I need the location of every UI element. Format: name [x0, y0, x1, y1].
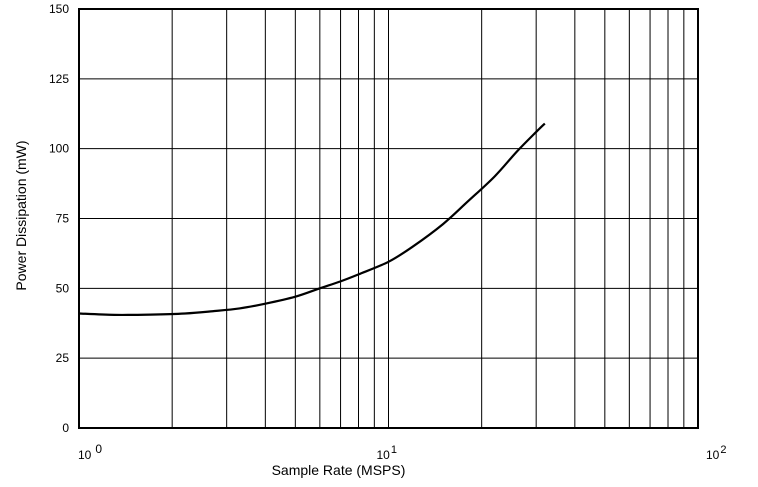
x-tick-exponent: 1 [391, 444, 397, 456]
y-axis-label: Power Dissipation (mW) [13, 140, 29, 290]
x-tick-base: 10 [78, 448, 92, 462]
plot-frame [78, 8, 699, 429]
y-tick-label: 125 [49, 72, 69, 86]
y-tick-label: 100 [49, 142, 69, 156]
series-line [78, 122, 546, 317]
x-tick-base: 10 [706, 448, 720, 462]
x-tick-label: 102 [706, 444, 726, 462]
x-axis-label: Sample Rate (MSPS) [272, 462, 406, 478]
x-tick-exponent: 0 [95, 442, 102, 456]
y-tick-label: 25 [56, 351, 70, 365]
x-tick-base: 10 [377, 448, 391, 462]
y-tick-label: 0 [62, 421, 69, 435]
x-tick-label: 101 [377, 444, 397, 462]
y-tick-label: 150 [49, 2, 69, 16]
x-tick-exponent: 2 [720, 444, 726, 456]
y-tick-labels: 0 25 50 75 100 125 150 [49, 2, 69, 435]
y-tick-label: 50 [56, 281, 70, 295]
y-tick-label: 75 [56, 212, 70, 226]
grid [79, 8, 698, 429]
x-tick-label: 10 0 [78, 442, 102, 462]
x-tick-labels: 10 0 101 102 [78, 442, 726, 462]
